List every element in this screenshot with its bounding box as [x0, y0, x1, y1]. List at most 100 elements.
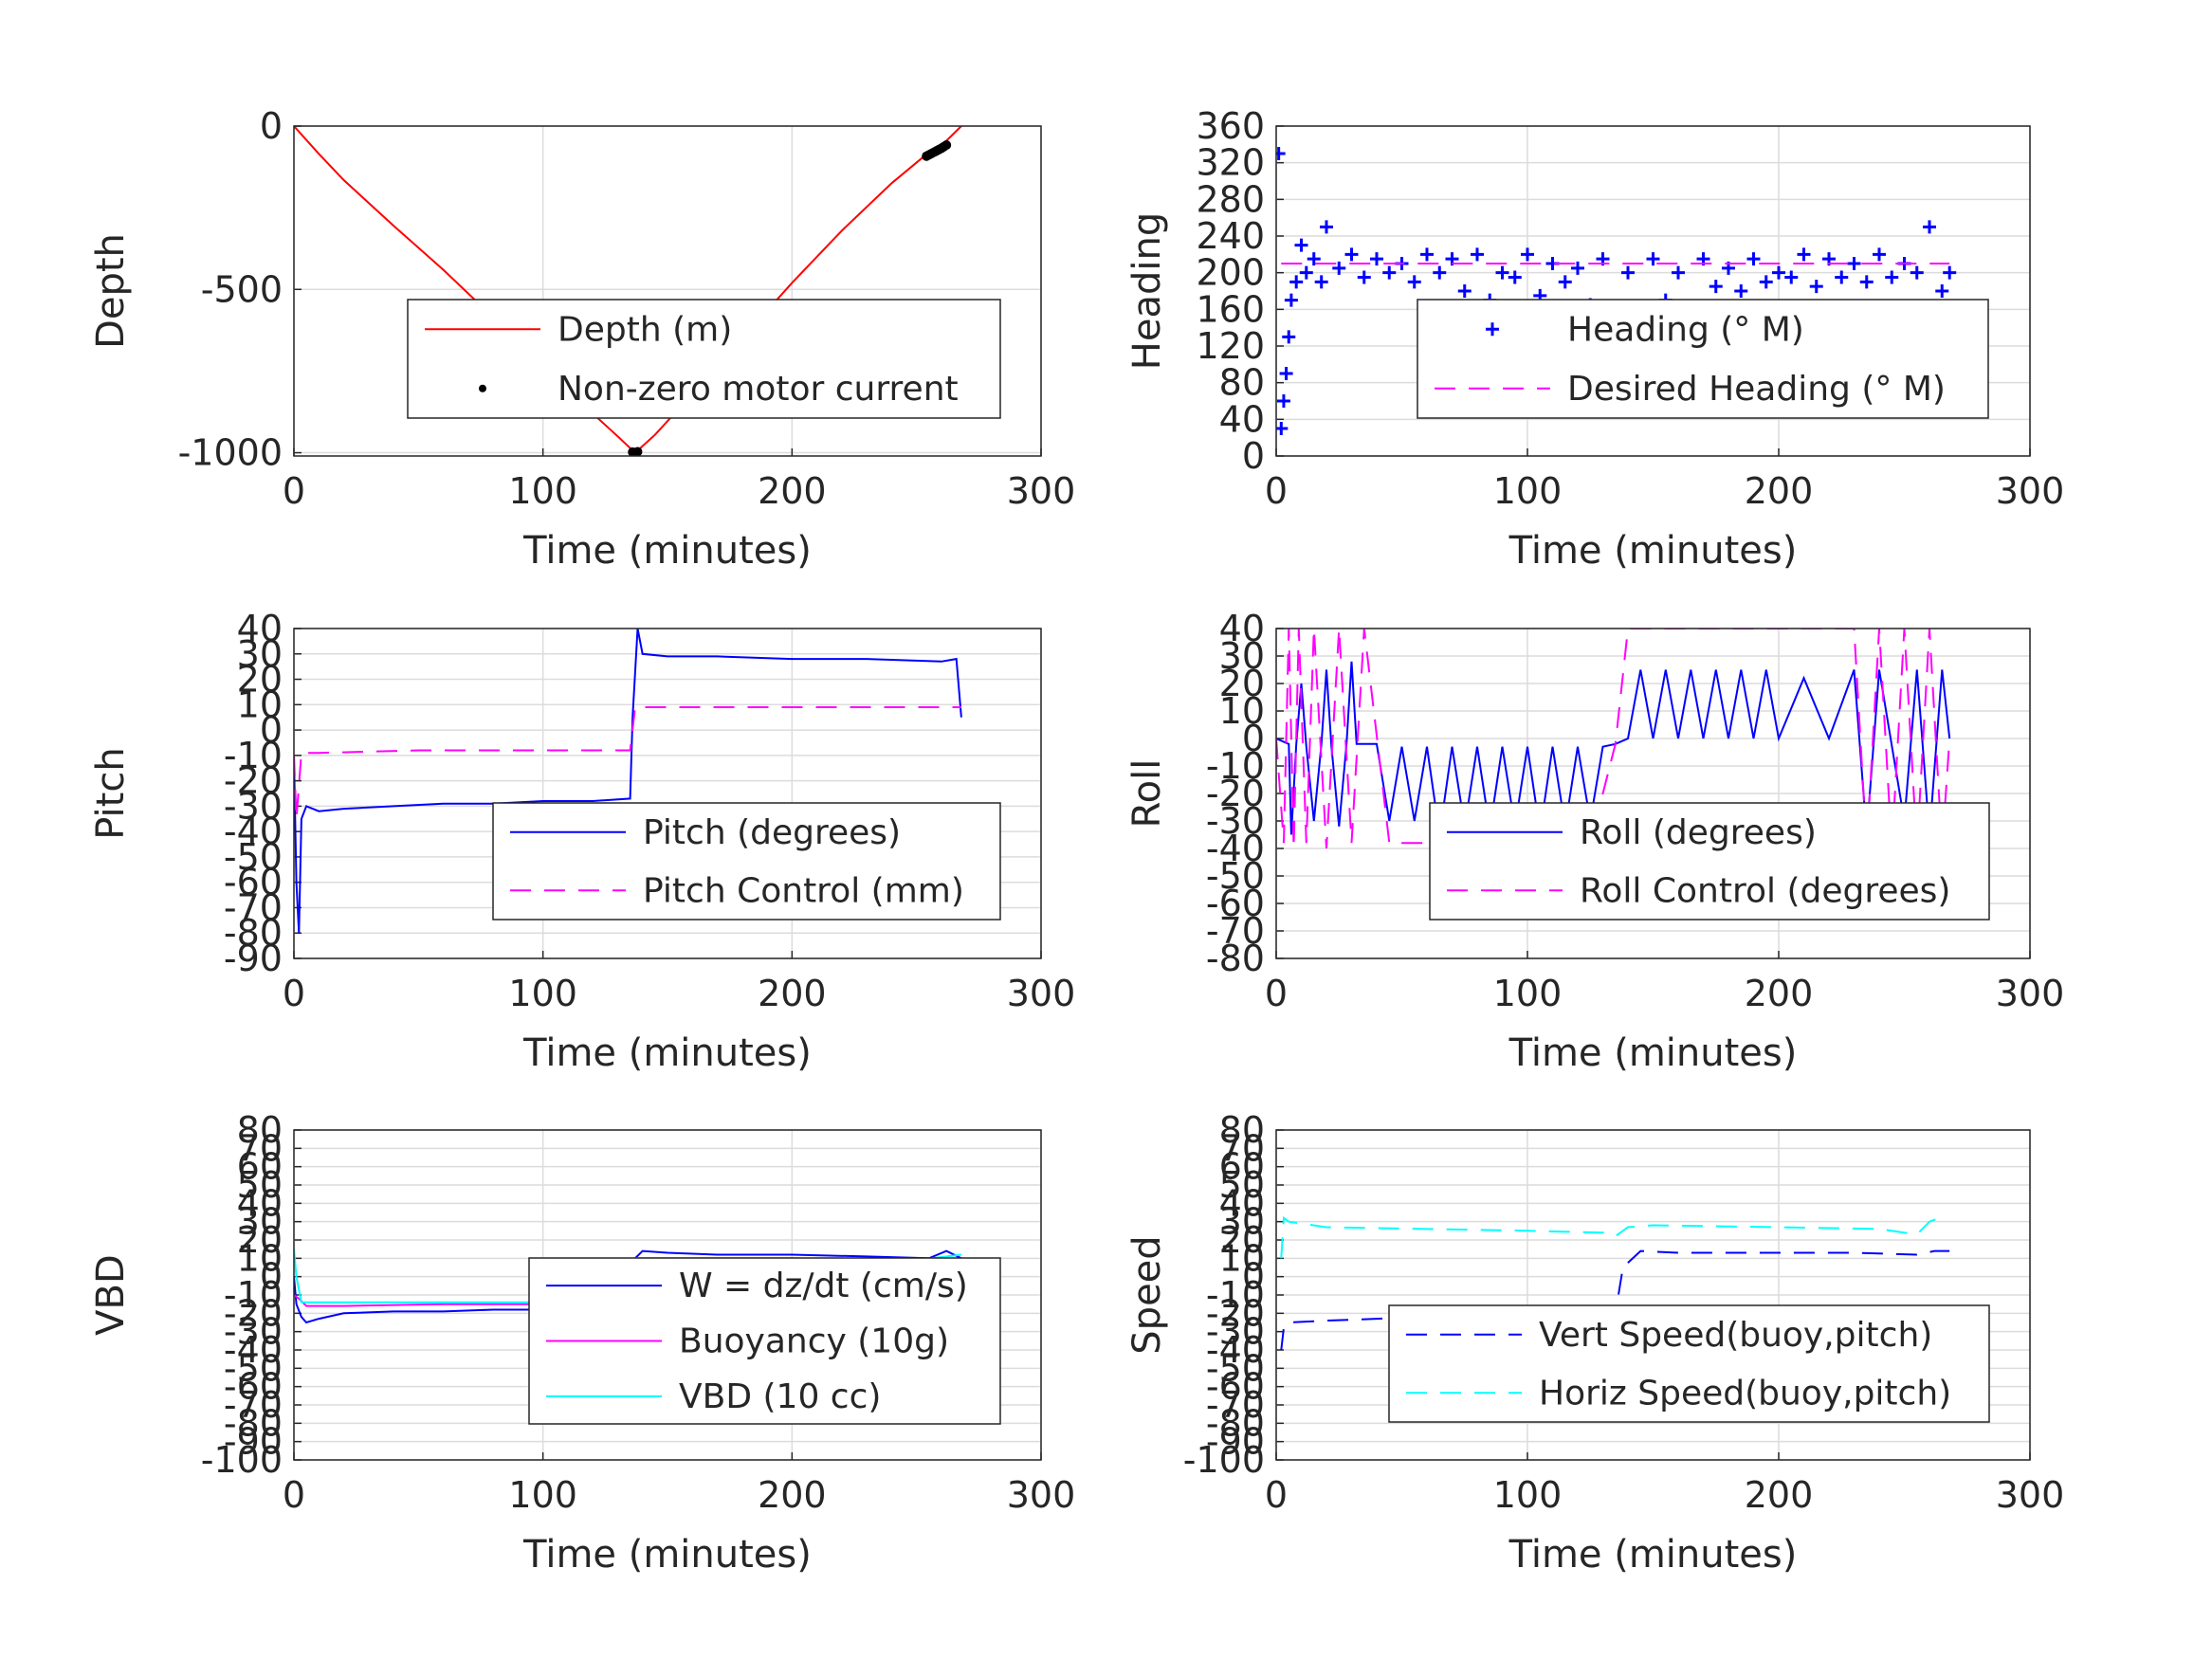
data-point	[1734, 284, 1748, 298]
legend-label: Horiz Speed(buoy,pitch)	[1539, 1374, 1951, 1413]
x-tick-label: 300	[1007, 973, 1076, 1014]
x-tick-label: 200	[758, 470, 827, 512]
legend-box	[1417, 299, 1989, 419]
y-tick-label: 10	[237, 684, 283, 725]
y-tick-label: -80	[224, 1402, 283, 1444]
y-tick-label: -60	[1206, 1366, 1265, 1408]
data-point	[1276, 394, 1290, 408]
y-tick-label: -60	[224, 1366, 283, 1408]
data-point	[1521, 247, 1534, 262]
data-point	[1508, 270, 1522, 284]
legend-label: Roll (degrees)	[1580, 813, 1817, 852]
x-tick-label: 0	[1265, 470, 1288, 512]
x-axis-label: Time (minutes)	[522, 1533, 812, 1577]
legend: Roll (degrees) Roll Control (degrees)	[1429, 802, 1990, 921]
x-tick-label: 300	[1007, 1474, 1076, 1516]
legend-label: Roll Control (degrees)	[1580, 871, 1950, 910]
y-tick-label: 0	[260, 1256, 283, 1298]
y-tick-label: -80	[1206, 1402, 1265, 1444]
data-point	[1320, 220, 1333, 234]
data-point	[1370, 252, 1383, 266]
y-axis-label: Roll	[1125, 759, 1169, 829]
y-tick-label: -50	[1206, 1347, 1265, 1389]
y-tick-label: -1000	[178, 432, 283, 474]
y-tick-label: 60	[1219, 1146, 1265, 1188]
legend-label: Buoyancy (10g)	[679, 1322, 949, 1361]
series-line	[1276, 661, 1951, 835]
y-tick-label: 20	[237, 659, 283, 701]
y-tick-label: 0	[1242, 1256, 1265, 1298]
y-tick-label: -20	[1206, 773, 1265, 814]
x-tick-label: 100	[508, 1474, 577, 1516]
panel-vbd: -100-90-80-70-60-50-40-30-20-10010203040…	[89, 1109, 1075, 1577]
y-tick-label: 240	[1196, 215, 1265, 257]
x-tick-label: 200	[758, 1474, 827, 1516]
x-tick-label: 200	[1745, 1474, 1814, 1516]
y-axis-label: VBD	[89, 1254, 133, 1336]
legend: W = dz/dt (cm/s) Buoyancy (10g) VBD (10 cc…	[528, 1257, 1001, 1425]
legend-box	[1429, 802, 1990, 921]
panel-speed: -100-90-80-70-60-50-40-30-20-10010203040…	[1125, 1109, 2064, 1577]
data-point	[1420, 247, 1434, 262]
y-tick-label: -20	[224, 1292, 283, 1334]
y-tick-label: -10	[224, 1274, 283, 1316]
legend-label: W = dz/dt (cm/s)	[679, 1267, 968, 1305]
y-tick-label: 0	[260, 709, 283, 751]
x-tick-label: 300	[1996, 470, 2065, 512]
plot-area	[294, 629, 962, 934]
y-tick-label: -90	[1206, 1421, 1265, 1463]
data-point	[1471, 247, 1484, 262]
y-tick-label: -10	[1206, 1274, 1265, 1316]
y-tick-label: -50	[224, 836, 283, 878]
data-point	[1859, 275, 1874, 289]
legend-marker	[479, 384, 486, 392]
y-tick-label: 200	[1196, 252, 1265, 294]
y-tick-label: 30	[237, 633, 283, 675]
series-line	[294, 706, 961, 819]
y-tick-label: -100	[201, 1439, 283, 1481]
legend-label: Pitch Control (mm)	[643, 871, 964, 910]
x-tick-label: 0	[283, 470, 305, 512]
y-tick-label: -60	[224, 862, 283, 903]
data-point	[1495, 265, 1509, 280]
y-tick-label: -40	[224, 811, 283, 852]
y-tick-label: -30	[1206, 800, 1265, 842]
legend-box	[407, 299, 1001, 419]
y-tick-label: 20	[237, 1219, 283, 1261]
data-point	[1746, 252, 1761, 266]
y-tick-label: 70	[237, 1127, 283, 1169]
legend: Pitch (degrees) Pitch Control (mm)	[492, 802, 1001, 921]
y-tick-label: 160	[1196, 288, 1265, 330]
data-point	[1314, 275, 1328, 289]
data-point	[1307, 252, 1321, 266]
x-tick-label: 0	[1265, 1474, 1288, 1516]
x-axis-label: Time (minutes)	[522, 1031, 812, 1075]
data-point	[1294, 238, 1308, 252]
data-point	[1873, 247, 1886, 262]
y-tick-label: -70	[224, 886, 283, 928]
legend-label: Depth (m)	[558, 310, 732, 349]
data-point	[1910, 265, 1924, 280]
y-tick-label: 40	[1219, 398, 1265, 440]
legend: Vert Speed(buoy,pitch) Horiz Speed(buoy,p…	[1388, 1304, 1990, 1423]
data-point	[1357, 270, 1371, 284]
legend-label: Heading (° M)	[1567, 310, 1804, 349]
legend-label: Desired Heading (° M)	[1567, 370, 1946, 409]
legend-box	[1388, 1304, 1990, 1423]
x-tick-label: 100	[1493, 973, 1563, 1014]
y-tick-label: 60	[237, 1146, 283, 1188]
y-tick-label: -70	[1206, 1384, 1265, 1426]
y-tick-label: 30	[237, 1201, 283, 1243]
legend-label: VBD (10 cc)	[679, 1377, 881, 1416]
axes-frame	[293, 125, 1042, 457]
y-tick-label: -40	[1206, 1329, 1265, 1371]
x-axis-label: Time (minutes)	[522, 529, 812, 573]
x-tick-label: 200	[1745, 470, 1814, 512]
data-point	[1784, 270, 1799, 284]
y-tick-label: -90	[224, 1421, 283, 1463]
y-tick-label: -80	[1206, 938, 1265, 979]
y-tick-label: -10	[1206, 745, 1265, 787]
x-tick-label: 300	[1996, 973, 2065, 1014]
data-point	[1276, 147, 1286, 160]
y-tick-label: -100	[1183, 1439, 1265, 1481]
